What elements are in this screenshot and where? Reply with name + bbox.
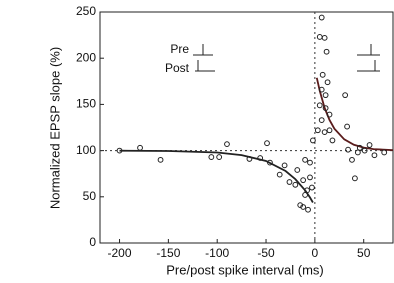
- data-point: [326, 127, 333, 134]
- data-point: [297, 202, 304, 209]
- data-point: [316, 34, 323, 40]
- data-point: [300, 204, 307, 210]
- data-point: [344, 123, 350, 130]
- data-point: [267, 159, 273, 166]
- y-tick-label: 250: [76, 4, 96, 18]
- data-point: [356, 144, 363, 151]
- data-point: [329, 137, 336, 144]
- data-point: [326, 111, 333, 118]
- data-point: [300, 177, 307, 184]
- data-point: [116, 147, 123, 154]
- y-tick-label: 200: [76, 50, 96, 64]
- data-point: [349, 156, 355, 163]
- data-point: [281, 162, 288, 169]
- data-point: [137, 144, 143, 151]
- data-point: [381, 149, 388, 156]
- data-point: [246, 156, 253, 162]
- data-point: [323, 48, 330, 55]
- data-point: [257, 155, 264, 161]
- data-point: [342, 92, 349, 99]
- x-tick-label: 50: [357, 246, 371, 260]
- data-point: [208, 154, 215, 160]
- data-point: [264, 140, 270, 147]
- data-point: [310, 137, 316, 144]
- data-point: [307, 159, 313, 166]
- data-point: [322, 105, 329, 111]
- data-point: [316, 102, 323, 109]
- data-point: [318, 86, 325, 93]
- data-point: [286, 179, 293, 185]
- y-tick-label: 150: [76, 97, 96, 111]
- data-point: [294, 167, 301, 173]
- x-tick-label: -50: [257, 246, 275, 260]
- data-point: [352, 175, 358, 182]
- y-tick-label: 50: [83, 189, 97, 203]
- x-tick-label: -150: [156, 246, 180, 260]
- fit-curve: [119, 149, 314, 203]
- data-point: [321, 129, 328, 136]
- data-point: [292, 181, 299, 188]
- data-point: [307, 174, 313, 181]
- data-point: [305, 206, 311, 213]
- y-axis-label: Normalized EPSP slope (%): [47, 47, 62, 209]
- plot-frame: [99, 11, 394, 244]
- data-point: [354, 149, 361, 156]
- x-axis-label: Pre/post spike interval (ms): [166, 262, 324, 277]
- data-point: [361, 147, 368, 154]
- spike-icons: [193, 44, 380, 72]
- data-point: [224, 141, 230, 148]
- data-point: [302, 192, 309, 198]
- data-point: [302, 156, 309, 163]
- data-point: [366, 142, 373, 148]
- data-point: [324, 79, 331, 86]
- y-tick-label: 100: [76, 143, 96, 157]
- data-point: [309, 184, 315, 191]
- inset-label: Pre: [170, 42, 189, 56]
- data-point: [322, 92, 329, 99]
- inset-label: Post: [165, 61, 190, 75]
- data-point: [314, 127, 321, 134]
- data-point: [319, 71, 326, 78]
- data-point: [371, 152, 378, 159]
- x-tick-label: -100: [205, 246, 229, 260]
- data-point: [216, 154, 223, 160]
- y-tick-label: 0: [89, 235, 96, 249]
- data-point: [157, 156, 164, 163]
- data-point: [318, 14, 325, 21]
- x-tick-label: 0: [312, 246, 319, 260]
- data-point: [345, 146, 351, 153]
- x-tick-label: -200: [108, 246, 132, 260]
- data-point: [321, 34, 328, 41]
- fit-curve: [315, 77, 394, 152]
- data-point: [276, 171, 283, 178]
- data-point: [318, 117, 325, 124]
- data-point: [304, 187, 310, 194]
